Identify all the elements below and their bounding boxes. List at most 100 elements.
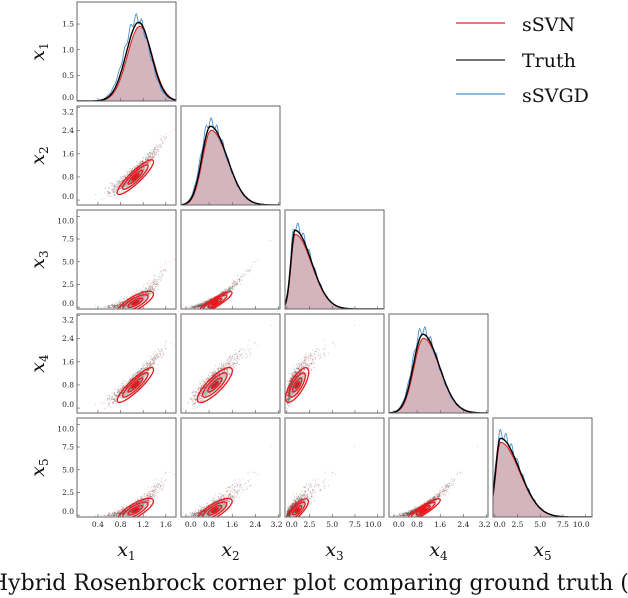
scatter-point bbox=[156, 355, 158, 357]
scatter-point bbox=[149, 289, 151, 290]
panel-4-2 bbox=[180, 313, 281, 414]
scatter-point bbox=[204, 380, 206, 382]
scatter-point bbox=[118, 305, 120, 306]
scatter-point bbox=[142, 289, 144, 291]
scatter-point bbox=[141, 368, 143, 370]
scatter-point bbox=[111, 187, 113, 189]
scatter-point bbox=[121, 388, 122, 389]
scatter-point bbox=[113, 399, 115, 400]
scatter-point bbox=[149, 152, 151, 154]
scatter-point bbox=[155, 144, 157, 146]
scatter-point bbox=[153, 282, 154, 284]
scatter-point bbox=[198, 307, 199, 309]
scatter-point bbox=[217, 371, 219, 372]
scatter-point bbox=[118, 388, 120, 390]
scatter-point bbox=[218, 293, 219, 295]
scatter-point bbox=[151, 154, 153, 155]
scatter-point bbox=[134, 292, 136, 293]
scatter-point bbox=[231, 287, 233, 289]
panel-frame bbox=[76, 105, 177, 206]
scatter-point bbox=[129, 299, 131, 301]
scatter-point bbox=[129, 173, 130, 175]
scatter-point bbox=[170, 342, 172, 344]
scatter-point bbox=[113, 186, 115, 188]
scatter-point bbox=[104, 408, 106, 409]
scatter-point bbox=[142, 161, 144, 163]
contour-line bbox=[116, 366, 155, 404]
scatter-point bbox=[153, 149, 155, 151]
scatter-point bbox=[204, 302, 206, 303]
scatter-point bbox=[114, 395, 116, 397]
scatter-point bbox=[224, 366, 226, 368]
scatter-point bbox=[135, 293, 137, 295]
scatter-point bbox=[142, 291, 144, 292]
scatter-point bbox=[121, 181, 123, 183]
scatter-point bbox=[140, 374, 141, 375]
scatter-point bbox=[150, 357, 152, 359]
scatter-point bbox=[206, 301, 208, 302]
scatter-point bbox=[201, 392, 202, 394]
scatter-point bbox=[219, 291, 221, 293]
scatter-point bbox=[226, 293, 228, 295]
scatter-point bbox=[197, 305, 199, 307]
scatter-point bbox=[163, 136, 165, 138]
scatter-point bbox=[137, 167, 139, 169]
scatter-point bbox=[123, 298, 125, 300]
scatter-point bbox=[201, 305, 202, 307]
scatter-point bbox=[108, 306, 110, 308]
scatter-point bbox=[123, 390, 125, 392]
scatter-point bbox=[147, 369, 148, 371]
scatter-point bbox=[198, 306, 200, 308]
scatter-point bbox=[112, 189, 114, 191]
scatter-point bbox=[141, 291, 143, 292]
scatter-point bbox=[198, 307, 200, 309]
scatter-point bbox=[129, 379, 131, 381]
scatter-point bbox=[127, 385, 128, 387]
scatter-point bbox=[141, 293, 143, 295]
scatter-point bbox=[152, 158, 153, 160]
scatter-point bbox=[125, 176, 127, 178]
scatter-point bbox=[229, 288, 230, 289]
scatter-point bbox=[108, 306, 110, 308]
scatter-point bbox=[124, 176, 126, 177]
scatter-point bbox=[149, 152, 150, 153]
scatter-point bbox=[127, 174, 129, 176]
scatter-point bbox=[161, 143, 163, 145]
scatter-point bbox=[140, 162, 142, 164]
scatter-point bbox=[198, 305, 200, 306]
scatter-point bbox=[110, 184, 112, 186]
scatter-point bbox=[153, 151, 155, 153]
scatter-point bbox=[205, 301, 207, 303]
scatter-point bbox=[149, 157, 151, 159]
scatter-point bbox=[117, 182, 119, 184]
scatter-point bbox=[113, 393, 115, 395]
scatter-point bbox=[144, 371, 145, 373]
scatter-point bbox=[153, 151, 154, 153]
scatter-point bbox=[200, 304, 202, 306]
scatter-point bbox=[131, 294, 133, 296]
scatter-point bbox=[218, 367, 220, 369]
scatter-point bbox=[115, 196, 117, 198]
scatter-point bbox=[231, 290, 233, 292]
scatter-point bbox=[122, 392, 124, 394]
scatter-point bbox=[270, 324, 272, 326]
scatter-point bbox=[130, 171, 131, 173]
contour-line bbox=[211, 300, 219, 306]
scatter-point bbox=[108, 192, 110, 194]
scatter-point bbox=[157, 284, 159, 286]
scatter-point bbox=[154, 284, 156, 286]
scatter-point bbox=[226, 289, 228, 291]
scatter-point bbox=[209, 299, 211, 300]
scatter-point bbox=[232, 288, 234, 290]
scatter-point bbox=[218, 370, 219, 371]
scatter-point bbox=[122, 385, 124, 387]
scatter-point bbox=[130, 298, 131, 300]
scatter-point bbox=[203, 302, 205, 304]
scatter-point bbox=[154, 290, 156, 292]
scatter-point bbox=[113, 192, 115, 194]
scatter-point bbox=[202, 305, 203, 306]
scatter-point bbox=[203, 386, 205, 388]
scatter-point bbox=[240, 283, 241, 285]
scatter-point bbox=[222, 364, 224, 366]
scatter-point bbox=[239, 280, 240, 282]
